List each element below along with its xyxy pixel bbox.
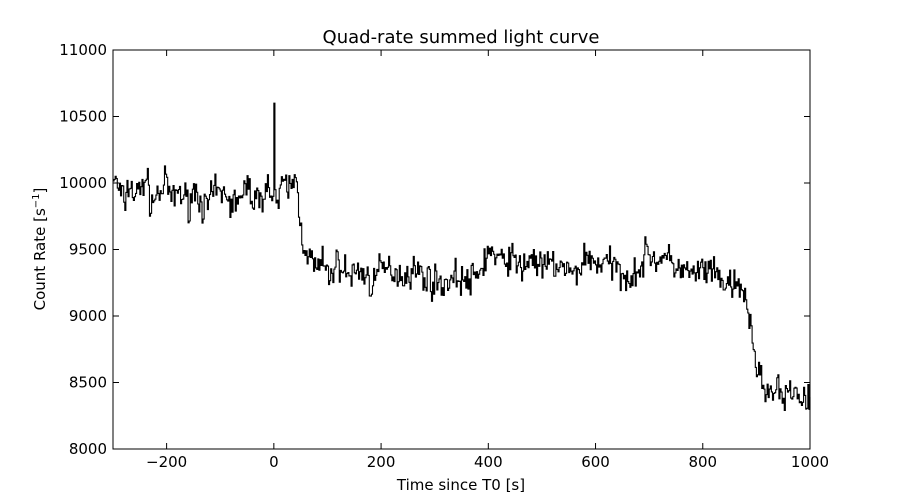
y-tick-label: 9000 — [69, 307, 107, 325]
chart-title: Quad-rate summed light curve — [323, 27, 600, 48]
y-tick-label: 10000 — [59, 174, 107, 192]
x-axis-title: Time since T0 [s] — [396, 476, 525, 494]
y-axis-title-end: ] — [31, 188, 49, 194]
x-tick-label: 0 — [269, 453, 279, 471]
y-tick-label: 10500 — [59, 108, 107, 126]
x-tick-label: 400 — [474, 453, 503, 471]
y-axis-title: Count Rate [s−1] — [31, 188, 49, 311]
x-tick-label: −200 — [146, 453, 187, 471]
y-axis-title-main: Count Rate [s — [31, 208, 49, 310]
y-axis-title-sup: −1 — [31, 193, 42, 208]
y-tick-label: 8000 — [69, 440, 107, 458]
ticks-layer: −200 0 200 400 600 800 1000 8000 8500 9000 9500 100… — [59, 41, 829, 471]
plot-frame — [112, 49, 811, 450]
y-tick-label: 9500 — [69, 241, 107, 259]
light-curve-line — [113, 102, 811, 411]
x-tick-label: 1000 — [791, 453, 829, 471]
x-tick-label: 200 — [367, 453, 396, 471]
y-tick-label: 11000 — [59, 41, 107, 59]
y-tick-label: 8500 — [69, 374, 107, 392]
x-tick-label: 800 — [688, 453, 717, 471]
x-tick-label: 600 — [581, 453, 610, 471]
data-layer — [113, 102, 811, 411]
